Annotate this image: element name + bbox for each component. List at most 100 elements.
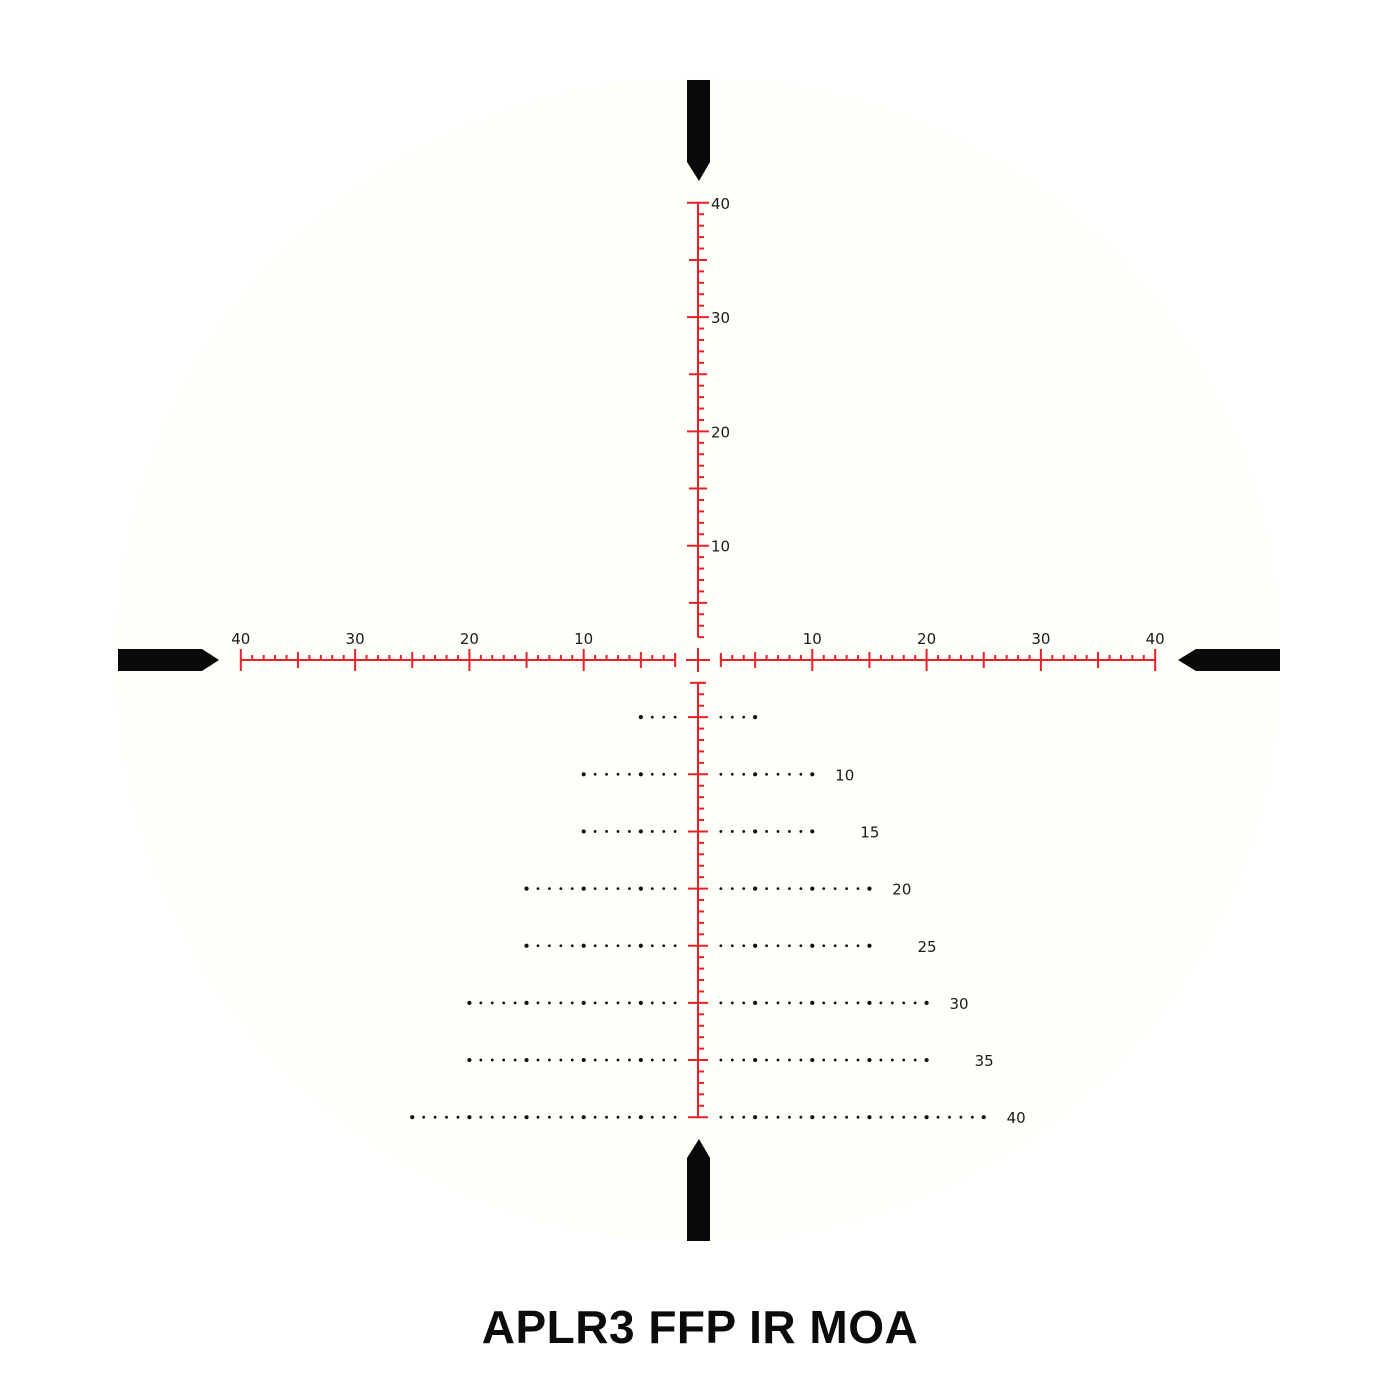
holdover-dot	[628, 887, 631, 890]
holdover-dot	[913, 1115, 917, 1119]
holdover-dot	[605, 1115, 608, 1119]
holdover-dot	[616, 1001, 620, 1005]
holdover-dot	[765, 772, 768, 776]
holdover-dot	[559, 1058, 563, 1062]
holdover-dot	[673, 1001, 677, 1005]
holdover-dot	[845, 887, 848, 890]
holdover-dot	[730, 772, 734, 776]
holdover-dot	[788, 1115, 791, 1119]
holdover-label: 40	[1007, 1109, 1026, 1127]
holdover-dot	[867, 886, 872, 891]
bottom-post-icon	[687, 1139, 710, 1241]
holdover-dot	[628, 1001, 631, 1005]
holdover-dot	[650, 1115, 654, 1119]
holdover-dot	[536, 1115, 540, 1119]
holdover-dot	[867, 1057, 872, 1063]
holdover-dot	[799, 1001, 803, 1005]
holdover-dot	[810, 829, 815, 834]
holdover-dot	[593, 944, 597, 948]
holdover-dot	[730, 887, 734, 890]
holdover-dot	[570, 1115, 574, 1119]
holdover-dot	[581, 772, 586, 777]
holdover-label: 20	[892, 881, 911, 899]
holdover-dot	[810, 886, 815, 891]
holdover-dot	[502, 1001, 506, 1005]
holdover-dot	[742, 1115, 746, 1119]
horizontal-label-right: 30	[1031, 630, 1050, 648]
holdover-dot	[856, 1001, 860, 1005]
holdover-dot	[719, 944, 723, 948]
holdover-dot	[833, 887, 837, 890]
holdover-dot	[548, 1001, 551, 1005]
holdover-dot	[456, 1115, 460, 1119]
holdover-dot	[536, 1058, 540, 1062]
holdover-dot	[753, 772, 758, 777]
right-post-icon	[1178, 649, 1280, 671]
holdover-dot	[981, 1115, 986, 1120]
holdover-dot	[867, 943, 872, 948]
holdover-dot	[753, 1000, 758, 1006]
holdover-dot	[673, 1058, 677, 1062]
holdover-dot	[765, 944, 768, 948]
holdover-dot	[662, 1001, 666, 1005]
holdover-dot	[730, 1001, 734, 1005]
holdover-dot	[422, 1115, 426, 1119]
holdover-dot	[719, 772, 723, 776]
holdover-label: 30	[949, 995, 968, 1013]
holdover-dot	[776, 887, 780, 890]
holdover-dot	[742, 1058, 746, 1062]
holdover-dot	[879, 1058, 883, 1062]
holdover-dot	[822, 887, 826, 890]
holdover-dot	[548, 944, 551, 948]
horizontal-label-right: 20	[917, 630, 936, 648]
holdover-dot	[799, 772, 803, 776]
holdover-dot	[570, 944, 574, 948]
holdover-dot	[467, 1000, 472, 1006]
holdover-dot	[742, 887, 746, 890]
holdover-dot	[924, 1000, 929, 1006]
holdover-label: 10	[835, 766, 854, 784]
holdover-label: 15	[860, 823, 879, 841]
holdover-dot	[605, 944, 608, 948]
holdover-dot	[513, 1058, 517, 1062]
holdover-dot	[765, 830, 768, 833]
holdover-dot	[765, 1058, 768, 1062]
holdover-dot	[719, 715, 723, 719]
holdover-dot	[559, 1115, 563, 1119]
holdover-dot	[822, 1001, 826, 1005]
holdover-dot	[902, 1115, 906, 1119]
holdover-dot	[502, 1115, 506, 1119]
holdover-dot	[490, 1115, 494, 1119]
holdover-dot	[924, 1057, 929, 1063]
holdover-dot	[662, 830, 666, 833]
holdover-dot	[524, 943, 529, 948]
holdover-dot	[730, 830, 734, 833]
holdover-dot	[753, 1115, 758, 1120]
holdover-dot	[524, 1057, 529, 1063]
holdover-dot	[730, 1058, 734, 1062]
holdover-dot	[936, 1115, 940, 1119]
holdover-dot	[765, 1115, 768, 1119]
holdover-dot	[662, 772, 666, 776]
holdover-dot	[638, 1000, 643, 1006]
holdover-dot	[650, 1058, 654, 1062]
horizontal-label-left: 20	[460, 630, 479, 648]
holdover-dot	[479, 1001, 483, 1005]
holdover-dot	[788, 830, 791, 833]
holdover-dot	[959, 1115, 963, 1119]
holdover-dot	[433, 1115, 437, 1119]
holdover-dot	[867, 1115, 872, 1120]
holdover-dot	[890, 1115, 894, 1119]
holdover-dot	[799, 944, 803, 948]
holdover-dot	[650, 1001, 654, 1005]
holdover-dot	[650, 772, 654, 776]
holdover-dot	[788, 772, 791, 776]
holdover-dot	[742, 715, 746, 719]
holdover-dot	[845, 1058, 848, 1062]
holdover-dot	[788, 944, 791, 948]
holdover-dot	[856, 1058, 860, 1062]
holdover-dot	[810, 1115, 815, 1120]
holdover-dot	[890, 1058, 894, 1062]
holdover-dot	[570, 887, 574, 890]
